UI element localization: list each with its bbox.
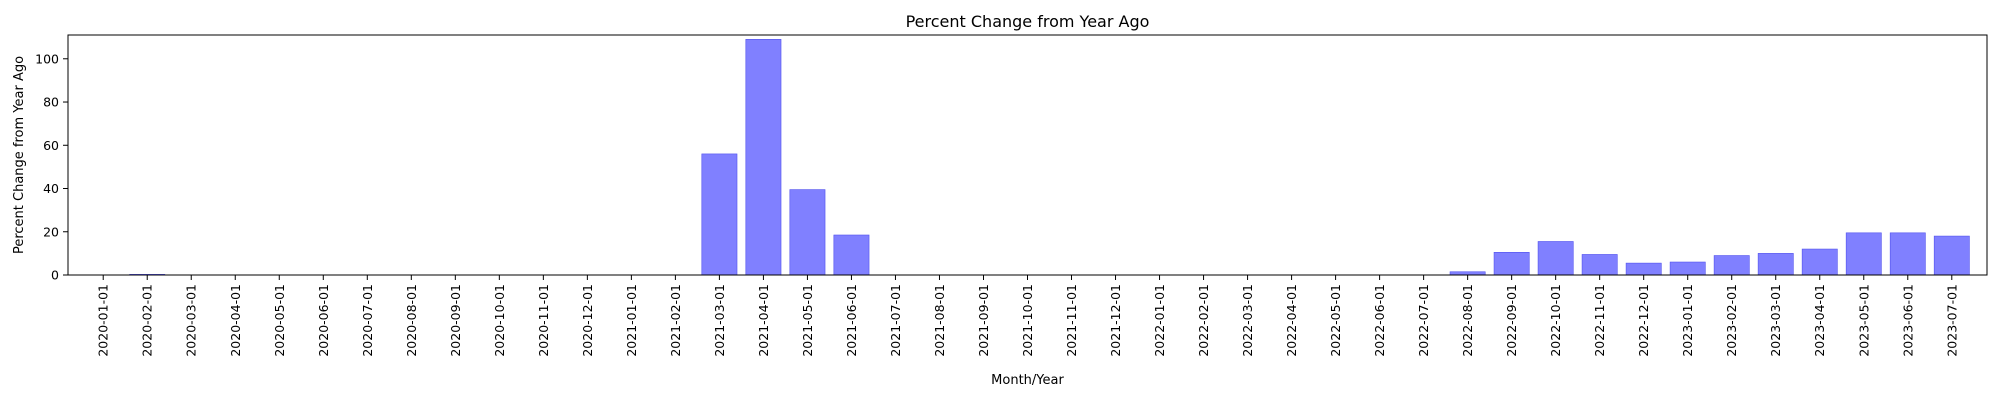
bar-2021-06-01 xyxy=(833,234,870,276)
bars-layer xyxy=(129,39,1970,276)
x-tick-label: 2022-08-01 xyxy=(1460,284,1475,357)
bar-2021-04-01 xyxy=(745,39,782,276)
x-axis-ticks: 2020-01-01 2020-02-01 2020-03-01 2020-04-01… xyxy=(96,275,1959,357)
x-tick-label: 2020-08-01 xyxy=(404,284,419,357)
x-axis-label: Month/Year xyxy=(991,373,1064,388)
x-tick-label: 2020-03-01 xyxy=(184,284,199,357)
y-tick-label: 20 xyxy=(43,224,59,239)
x-tick-label: 2022-07-01 xyxy=(1416,284,1431,357)
bar-2023-05-01 xyxy=(1845,232,1882,276)
x-tick-label: 2020-09-01 xyxy=(448,284,463,357)
x-tick-label: 2020-10-01 xyxy=(492,284,507,357)
x-tick-label: 2020-12-01 xyxy=(580,284,595,357)
y-tick-label: 60 xyxy=(43,138,59,153)
x-tick-label: 2022-04-01 xyxy=(1284,284,1299,357)
y-tick-label: 80 xyxy=(43,95,59,110)
x-tick-label: 2022-05-01 xyxy=(1328,284,1343,357)
y-tick-label: 40 xyxy=(43,181,59,196)
x-tick-label: 2022-12-01 xyxy=(1636,284,1651,357)
x-tick-label: 2021-12-01 xyxy=(1108,284,1123,357)
x-tick-label: 2023-06-01 xyxy=(1900,284,1915,357)
x-tick-label: 2021-10-01 xyxy=(1020,284,1035,357)
x-tick-label: 2023-02-01 xyxy=(1724,284,1739,357)
x-tick-label: 2021-03-01 xyxy=(712,284,727,357)
x-tick-label: 2021-05-01 xyxy=(800,284,815,357)
x-tick-label: 2021-01-01 xyxy=(624,284,639,357)
x-tick-label: 2022-01-01 xyxy=(1152,284,1167,357)
x-tick-label: 2020-05-01 xyxy=(272,284,287,357)
x-tick-label: 2023-01-01 xyxy=(1680,284,1695,357)
x-tick-label: 2020-01-01 xyxy=(96,284,111,357)
x-tick-label: 2021-02-01 xyxy=(668,284,683,357)
x-tick-label: 2023-04-01 xyxy=(1812,284,1827,357)
x-tick-label: 2023-07-01 xyxy=(1944,284,1959,357)
x-tick-label: 2022-02-01 xyxy=(1196,284,1211,357)
x-tick-label: 2021-11-01 xyxy=(1064,284,1079,357)
x-tick-label: 2023-05-01 xyxy=(1856,284,1871,357)
x-tick-label: 2020-07-01 xyxy=(360,284,375,357)
bar-2021-03-01 xyxy=(701,153,738,276)
chart-title: Percent Change from Year Ago xyxy=(906,12,1150,31)
x-tick-label: 2021-09-01 xyxy=(976,284,991,357)
bar-2022-10-01 xyxy=(1537,241,1574,276)
x-tick-label: 2022-09-01 xyxy=(1504,284,1519,357)
x-tick-label: 2022-03-01 xyxy=(1240,284,1255,357)
x-tick-label: 2020-11-01 xyxy=(536,284,551,357)
x-tick-label: 2021-08-01 xyxy=(932,284,947,357)
bar-2023-02-01 xyxy=(1713,255,1750,276)
x-tick-label: 2021-06-01 xyxy=(844,284,859,357)
bar-2023-04-01 xyxy=(1801,248,1838,276)
y-axis-ticks: 0 20 40 60 80 100 xyxy=(35,51,68,283)
x-tick-label: 2022-11-01 xyxy=(1592,284,1607,357)
x-tick-label: 2022-06-01 xyxy=(1372,284,1387,357)
bar-2023-07-01 xyxy=(1933,235,1970,276)
bar-2021-05-01 xyxy=(789,189,826,276)
bar-2022-12-01 xyxy=(1625,262,1662,276)
x-tick-label: 2021-07-01 xyxy=(888,284,903,357)
x-tick-label: 2023-03-01 xyxy=(1768,284,1783,357)
bar-2023-03-01 xyxy=(1757,253,1794,276)
bar-2023-01-01 xyxy=(1669,261,1706,276)
bar-2022-11-01 xyxy=(1581,254,1618,276)
y-tick-label: 0 xyxy=(51,268,59,283)
y-tick-label: 100 xyxy=(35,51,59,66)
x-tick-label: 2020-04-01 xyxy=(228,284,243,357)
bar-2023-06-01 xyxy=(1889,232,1926,276)
x-tick-label: 2021-04-01 xyxy=(756,284,771,357)
plot-frame xyxy=(67,34,1988,276)
x-tick-label: 2022-10-01 xyxy=(1548,284,1563,357)
x-tick-label: 2020-02-01 xyxy=(140,284,155,357)
y-axis-label: Percent Change from Year Ago xyxy=(12,56,27,254)
bar-2022-09-01 xyxy=(1493,252,1530,276)
x-tick-label: 2020-06-01 xyxy=(316,284,331,357)
